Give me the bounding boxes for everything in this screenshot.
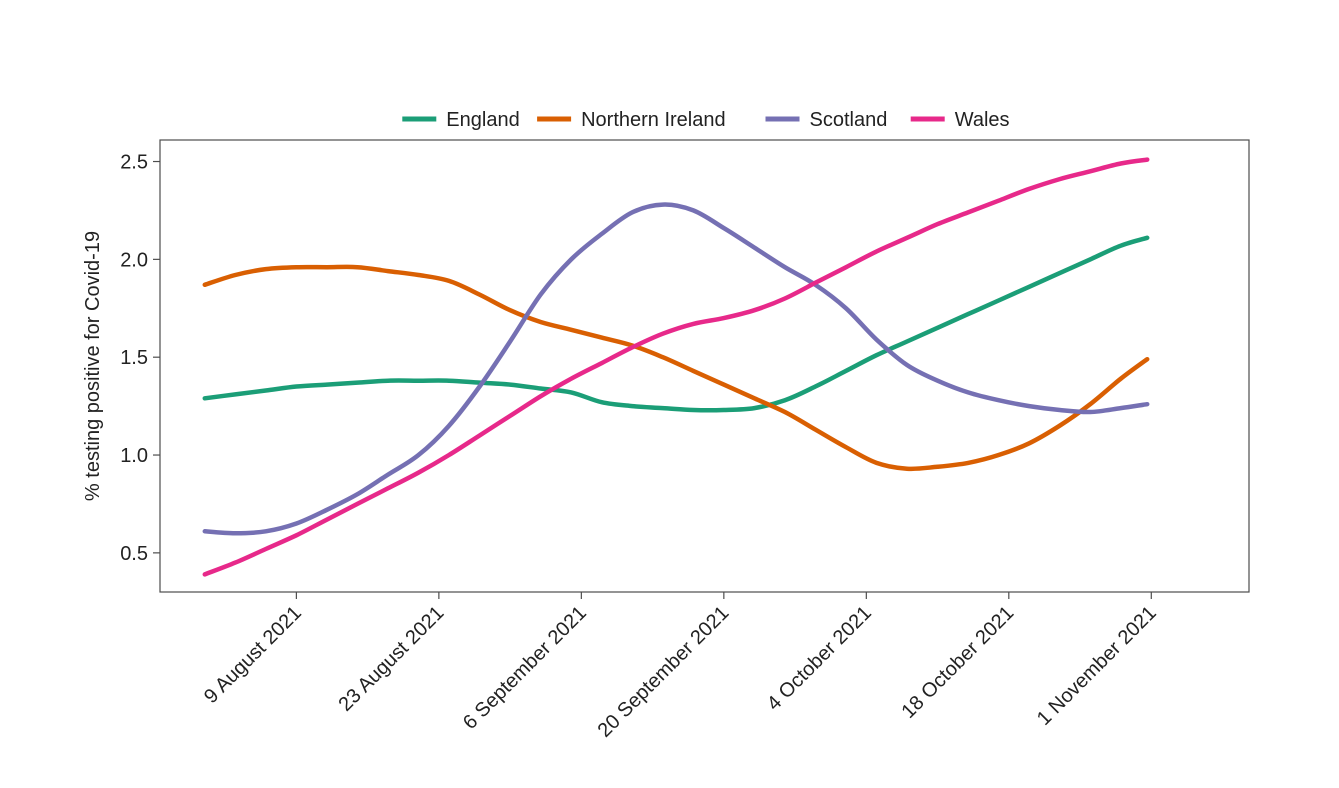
x-tick-label: 9 August 2021 xyxy=(200,602,306,708)
y-axis: % testing positive for Covid-19 0.5 1.0 1.… xyxy=(82,152,160,565)
y-tick-label: 1.5 xyxy=(120,347,148,369)
chart-canvas: England Northern Ireland Scotland Wales % t… xyxy=(0,0,1339,788)
x-tick-label: 1 November 2021 xyxy=(1033,602,1161,730)
legend: England Northern Ireland Scotland Wales xyxy=(402,109,1009,131)
legend-label-wales: Wales xyxy=(955,109,1010,131)
legend-label-northern-ireland: Northern Ireland xyxy=(581,109,726,131)
x-tick-label: 18 October 2021 xyxy=(897,602,1018,723)
x-tick-label: 4 October 2021 xyxy=(763,602,876,715)
series-layer xyxy=(205,160,1147,575)
x-tick-label: 6 September 2021 xyxy=(459,602,591,734)
series-line-england xyxy=(205,238,1147,410)
x-axis: 9 August 2021 23 August 2021 6 September 2… xyxy=(200,592,1161,742)
plot-panel xyxy=(160,140,1249,592)
legend-label-scotland: Scotland xyxy=(810,109,888,131)
x-tick-label: 20 September 2021 xyxy=(594,602,734,742)
legend-label-england: England xyxy=(446,109,519,131)
series-line-scotland xyxy=(205,205,1147,534)
series-line-wales xyxy=(205,160,1147,575)
y-axis-title: % testing positive for Covid-19 xyxy=(82,231,104,501)
y-tick-label: 1.0 xyxy=(120,445,148,467)
x-tick-label: 23 August 2021 xyxy=(335,602,449,716)
y-tick-label: 2.0 xyxy=(120,249,148,271)
y-tick-label: 2.5 xyxy=(120,152,148,174)
y-tick-label: 0.5 xyxy=(120,543,148,565)
